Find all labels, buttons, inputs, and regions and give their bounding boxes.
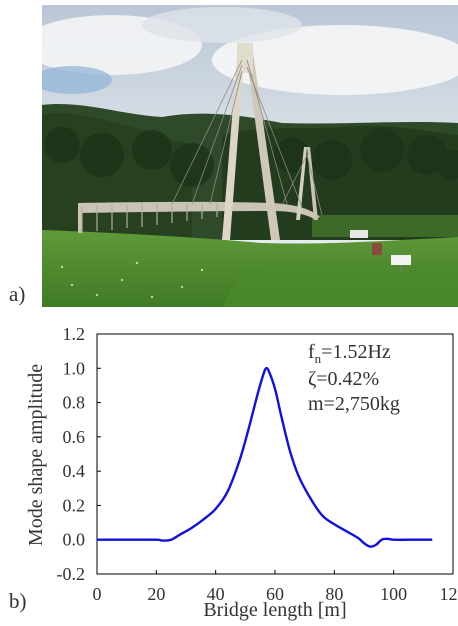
annotation-damping: ζ=0.42% bbox=[308, 368, 379, 390]
mode-shape-chart: -0.2 0.0 0.2 0.4 0.6 0.8 1.0 1.2 0 20 40 60 80 100 12… bbox=[25, 324, 458, 621]
x-tick-label: 20 bbox=[147, 584, 165, 604]
y-axis-label: Mode shape amplitude bbox=[25, 364, 47, 546]
y-tick-label: 0.8 bbox=[63, 393, 86, 413]
annotation-mass: m=2,750kg bbox=[308, 393, 400, 415]
x-tick-label: 100 bbox=[380, 584, 407, 604]
y-tick-label: 1.0 bbox=[63, 358, 86, 378]
x-tick-label: 0 bbox=[93, 584, 102, 604]
bridge-photo bbox=[42, 5, 458, 307]
x-ticks: 0 20 40 60 80 100 120 bbox=[93, 570, 458, 604]
y-tick-label: 0.6 bbox=[63, 427, 86, 447]
y-tick-label: 0.0 bbox=[63, 530, 86, 550]
x-tick-label: 80 bbox=[325, 584, 343, 604]
y-tick-label: 1.2 bbox=[63, 324, 86, 344]
y-tick-label: 0.2 bbox=[63, 495, 86, 515]
x-tick-label: 120 bbox=[440, 584, 458, 604]
y-tick-label: -0.2 bbox=[57, 564, 86, 584]
axes bbox=[96, 333, 454, 575]
plot-frame bbox=[96, 333, 454, 575]
y-tick-label: 0.4 bbox=[63, 461, 86, 481]
panel-a-label: a) bbox=[9, 282, 26, 306]
annotation-frequency: fn=1.52Hz bbox=[308, 341, 391, 366]
panel-b-label: b) bbox=[9, 589, 27, 613]
series-mode-shape bbox=[97, 366, 433, 548]
x-tick-label: 60 bbox=[266, 584, 284, 604]
x-axis-label: Bridge length [m] bbox=[203, 599, 346, 621]
x-tick-label: 40 bbox=[207, 584, 225, 604]
y-ticks: -0.2 0.0 0.2 0.4 0.6 0.8 1.0 1.2 bbox=[57, 324, 101, 584]
